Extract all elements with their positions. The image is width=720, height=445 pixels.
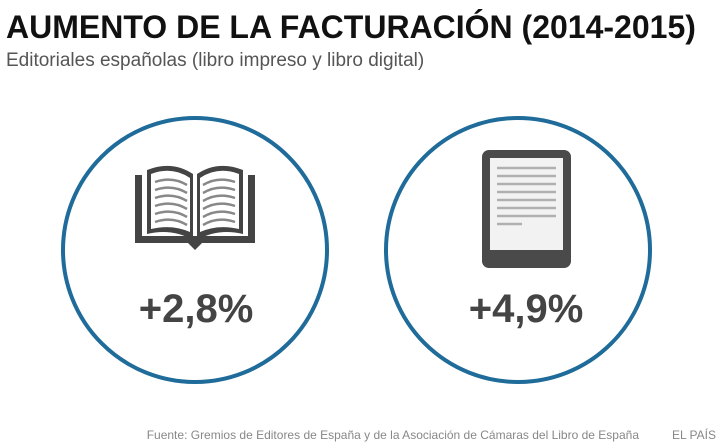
circle bbox=[384, 116, 652, 384]
title: AUMENTO DE LA FACTURACIÓN (2014-2015) bbox=[6, 9, 696, 45]
ereader-icon bbox=[482, 150, 571, 268]
circle bbox=[61, 116, 329, 384]
book-icon bbox=[135, 165, 255, 250]
source: Fuente: Gremios de Editores de España y … bbox=[147, 428, 640, 442]
item-value: +4,9% bbox=[469, 287, 584, 331]
item-value: +2,8% bbox=[139, 287, 254, 331]
subtitle: Editoriales españolas (libro impreso y l… bbox=[6, 50, 424, 71]
brand: EL PAÍS bbox=[672, 427, 716, 442]
